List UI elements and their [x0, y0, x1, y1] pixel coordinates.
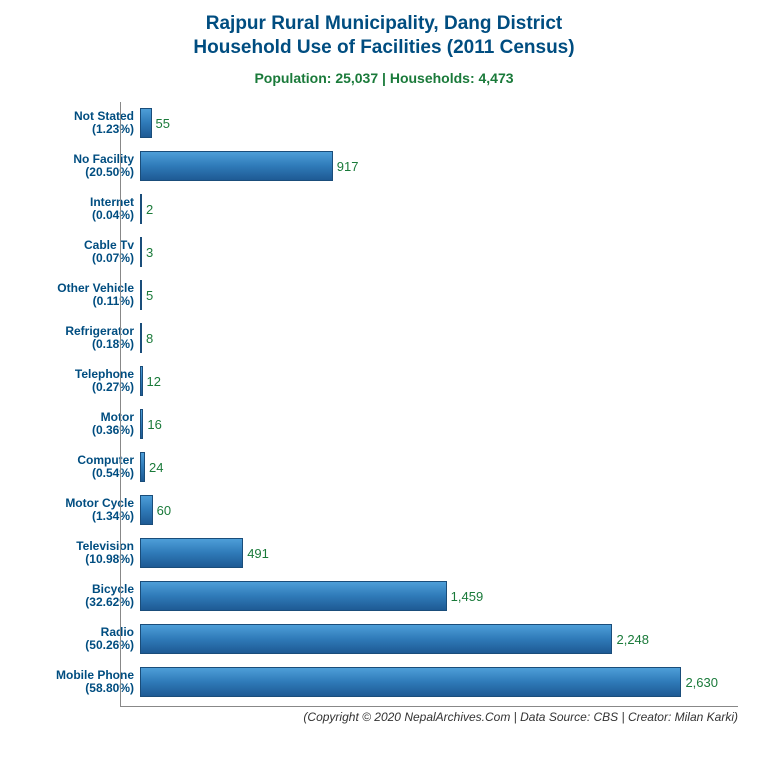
bar-row: Mobile Phone(58.80%)2,630 — [140, 661, 718, 704]
y-axis-label: Motor(0.36%) — [20, 411, 140, 437]
x-axis-line — [120, 706, 738, 707]
chart-title-line1: Rajpur Rural Municipality, Dang District — [20, 12, 748, 36]
y-axis-label: No Facility(20.50%) — [20, 153, 140, 179]
bar-row: Motor Cycle(1.34%)60 — [140, 489, 718, 532]
bar-row: Internet(0.04%)2 — [140, 188, 718, 231]
bar-value-label: 491 — [247, 546, 269, 561]
bar-value-label: 2 — [146, 202, 153, 217]
bar-row: Not Stated(1.23%)55 — [140, 102, 718, 145]
bar-row: Computer(0.54%)24 — [140, 446, 718, 489]
y-axis-label: Not Stated(1.23%) — [20, 110, 140, 136]
y-axis-label: Mobile Phone(58.80%) — [20, 669, 140, 695]
bar-row: Cable Tv(0.07%)3 — [140, 231, 718, 274]
bar-track: 2 — [140, 188, 718, 231]
bar-value-label: 1,459 — [451, 589, 484, 604]
y-axis-label: Internet(0.04%) — [20, 196, 140, 222]
bar — [140, 194, 142, 224]
bar-value-label: 24 — [149, 460, 163, 475]
bar — [140, 366, 143, 396]
bar-track: 16 — [140, 403, 718, 446]
y-axis-label: Bicycle(32.62%) — [20, 583, 140, 609]
bar-row: No Facility(20.50%)917 — [140, 145, 718, 188]
bar-track: 55 — [140, 102, 718, 145]
bar-value-label: 8 — [146, 331, 153, 346]
bar-row: Other Vehicle(0.11%)5 — [140, 274, 718, 317]
bar — [140, 452, 145, 482]
bar-track: 2,248 — [140, 618, 718, 661]
bar-row: Refrigerator(0.18%)8 — [140, 317, 718, 360]
bar-row: Television(10.98%)491 — [140, 532, 718, 575]
y-axis-label: Radio(50.26%) — [20, 626, 140, 652]
chart-footer: (Copyright © 2020 NepalArchives.Com | Da… — [303, 710, 738, 724]
bar-value-label: 55 — [156, 116, 170, 131]
bar-track: 24 — [140, 446, 718, 489]
bar-value-label: 2,630 — [685, 675, 718, 690]
bar-row: Telephone(0.27%)12 — [140, 360, 718, 403]
bar-row: Radio(50.26%)2,248 — [140, 618, 718, 661]
bar-track: 491 — [140, 532, 718, 575]
bar-value-label: 5 — [146, 288, 153, 303]
bar — [140, 495, 153, 525]
bar-track: 12 — [140, 360, 718, 403]
y-axis-label: Other Vehicle(0.11%) — [20, 282, 140, 308]
y-axis-label: Refrigerator(0.18%) — [20, 325, 140, 351]
bar-track: 60 — [140, 489, 718, 532]
bar — [140, 280, 142, 310]
bar — [140, 237, 142, 267]
bar-value-label: 60 — [157, 503, 171, 518]
bar-track: 2,630 — [140, 661, 718, 704]
bar-track: 1,459 — [140, 575, 718, 618]
bar-value-label: 12 — [147, 374, 161, 389]
bar — [140, 667, 681, 697]
bar — [140, 624, 612, 654]
plot-area: Not Stated(1.23%)55No Facility(20.50%)91… — [140, 102, 718, 704]
bar — [140, 151, 333, 181]
y-axis-label: Telephone(0.27%) — [20, 368, 140, 394]
y-axis-label: Motor Cycle(1.34%) — [20, 497, 140, 523]
y-axis-label: Television(10.98%) — [20, 540, 140, 566]
bar-row: Motor(0.36%)16 — [140, 403, 718, 446]
bar-track: 8 — [140, 317, 718, 360]
bar — [140, 538, 243, 568]
chart-container: Rajpur Rural Municipality, Dang District… — [0, 0, 768, 768]
chart-title-line2: Household Use of Facilities (2011 Census… — [20, 36, 748, 60]
bar-track: 917 — [140, 145, 718, 188]
y-axis-label: Computer(0.54%) — [20, 454, 140, 480]
y-axis-label: Cable Tv(0.07%) — [20, 239, 140, 265]
bar-row: Bicycle(32.62%)1,459 — [140, 575, 718, 618]
bar-value-label: 917 — [337, 159, 359, 174]
bar-value-label: 16 — [147, 417, 161, 432]
bar-value-label: 3 — [146, 245, 153, 260]
bar-track: 3 — [140, 231, 718, 274]
bar — [140, 409, 143, 439]
chart-subtitle: Population: 25,037 | Households: 4,473 — [20, 70, 748, 86]
bar-track: 5 — [140, 274, 718, 317]
bar — [140, 323, 142, 353]
bar-value-label: 2,248 — [616, 632, 649, 647]
bar — [140, 581, 447, 611]
bar — [140, 108, 152, 138]
y-axis-line — [120, 102, 121, 706]
